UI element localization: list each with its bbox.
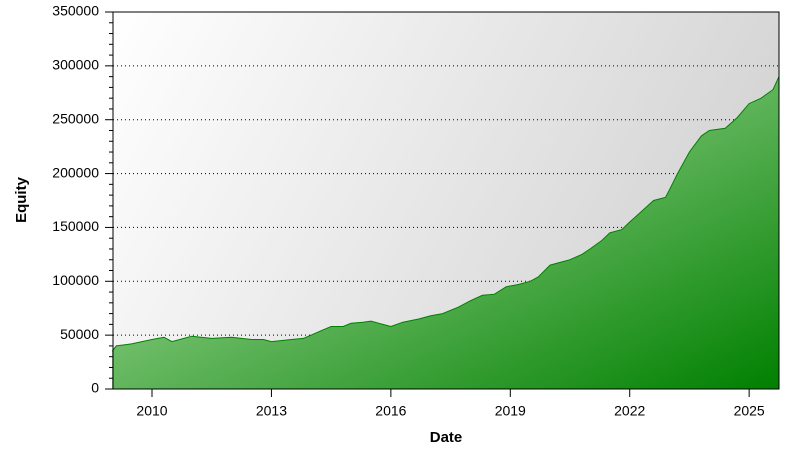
y-tick-label: 200000 bbox=[52, 164, 99, 180]
x-tick-label: 2019 bbox=[495, 403, 526, 419]
x-tick-label: 2013 bbox=[256, 403, 287, 419]
y-tick-label: 250000 bbox=[52, 110, 99, 126]
area-line bbox=[111, 76, 780, 352]
y-tick-label: 100000 bbox=[52, 272, 99, 288]
x-tick-label: 2022 bbox=[614, 403, 645, 419]
y-tick-label: 350000 bbox=[52, 3, 99, 19]
x-tick-label: 2010 bbox=[136, 403, 167, 419]
x-tick-label: 2016 bbox=[375, 403, 406, 419]
area-fill bbox=[112, 76, 779, 389]
y-tick-label: 50000 bbox=[60, 326, 99, 342]
x-axis-title: Date bbox=[430, 429, 463, 446]
y-axis-title: Equity bbox=[13, 176, 30, 222]
y-tick-label: 150000 bbox=[52, 218, 99, 234]
plot-frame bbox=[112, 11, 780, 390]
y-tick-label: 300000 bbox=[52, 57, 99, 73]
y-tick-label: 0 bbox=[91, 380, 99, 396]
x-tick-label: 2025 bbox=[734, 403, 765, 419]
